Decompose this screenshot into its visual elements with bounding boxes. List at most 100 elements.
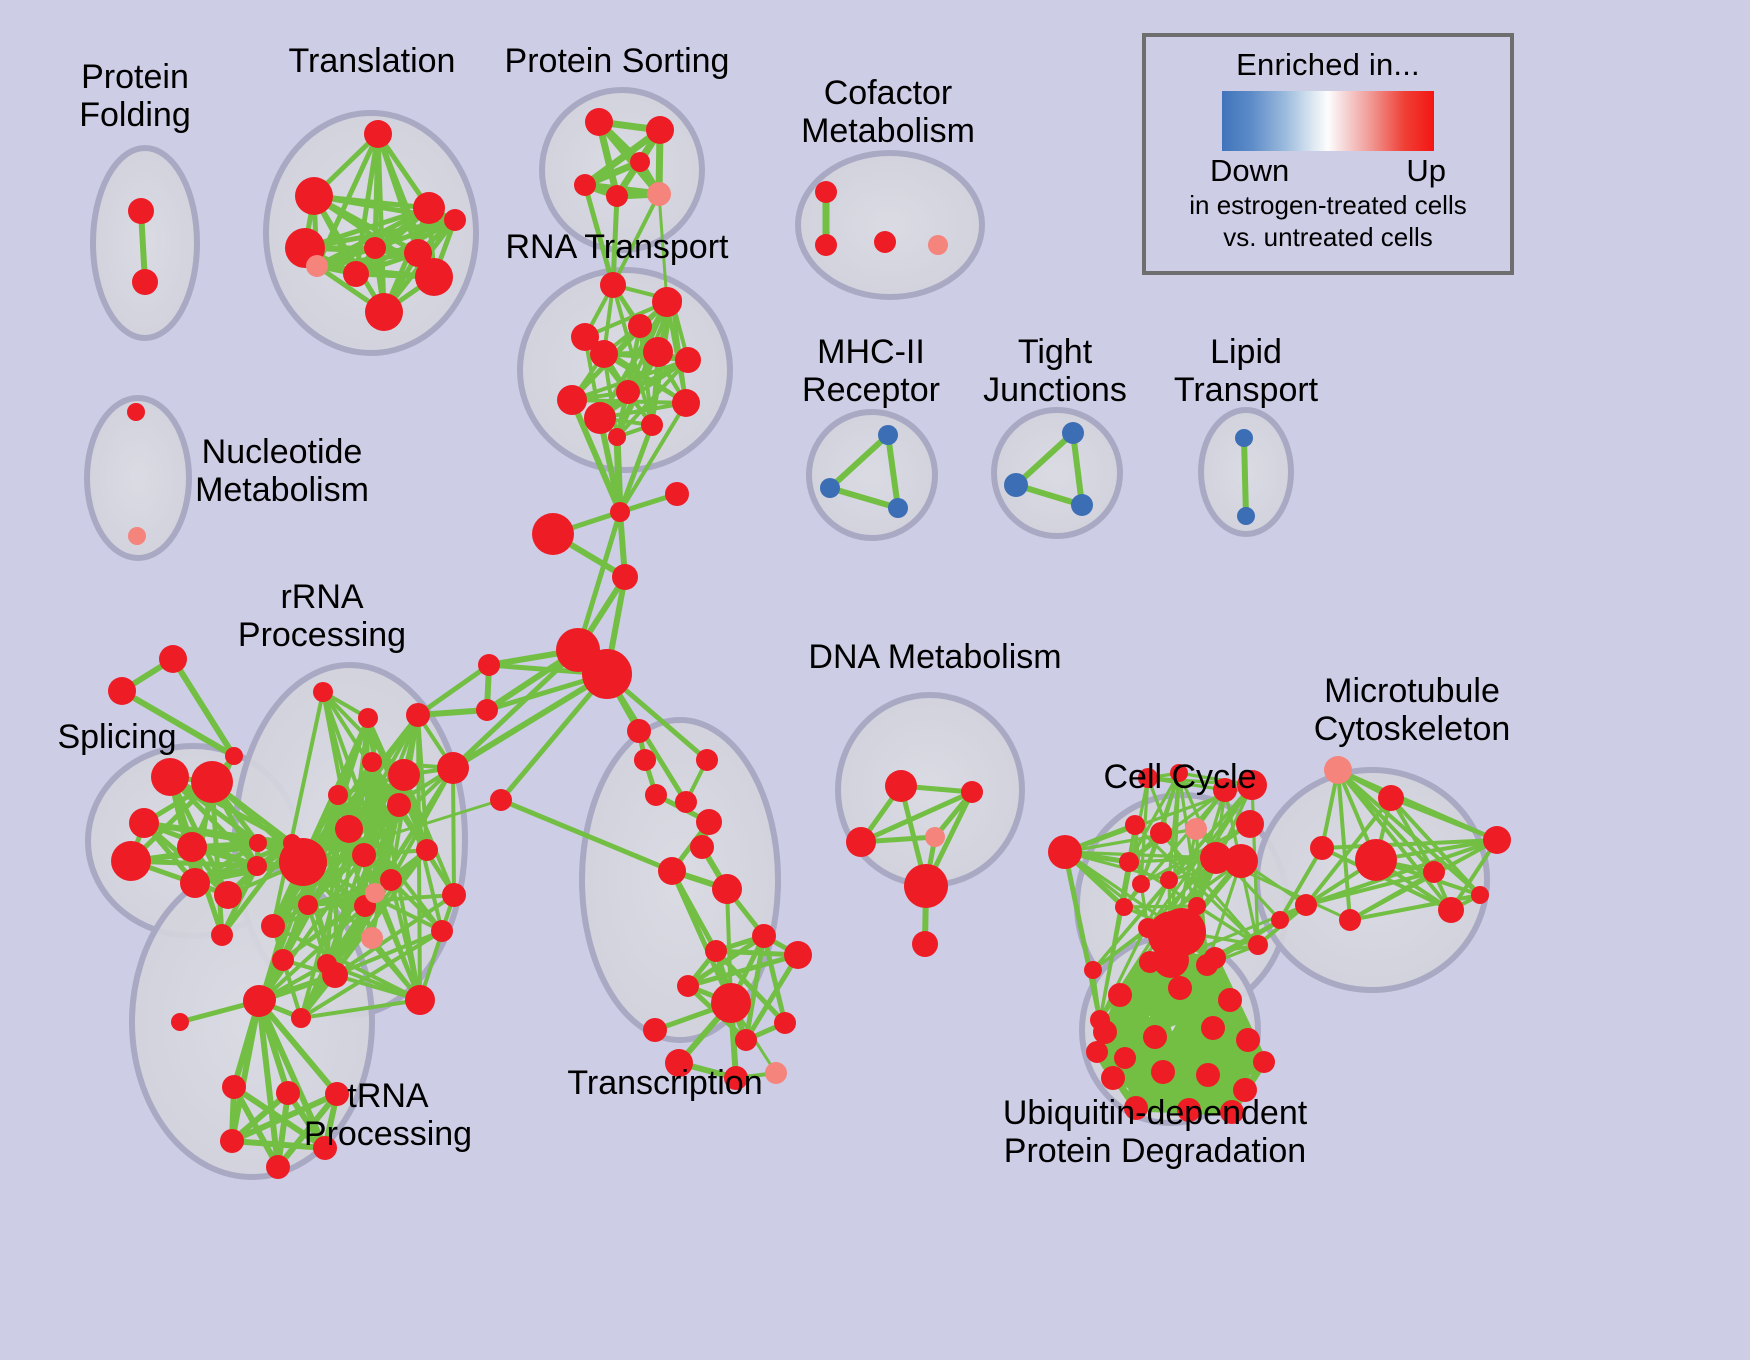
network-node[interactable]	[643, 1018, 667, 1042]
network-node[interactable]	[1237, 507, 1255, 525]
network-node[interactable]	[1160, 871, 1178, 889]
network-node[interactable]	[211, 924, 233, 946]
network-node[interactable]	[180, 868, 210, 898]
network-node[interactable]	[127, 403, 145, 421]
network-node[interactable]	[415, 258, 453, 296]
network-node[interactable]	[291, 1008, 311, 1028]
network-node[interactable]	[646, 116, 674, 144]
network-node[interactable]	[1471, 886, 1489, 904]
network-node[interactable]	[675, 347, 701, 373]
network-node[interactable]	[317, 954, 337, 974]
network-node[interactable]	[600, 272, 626, 298]
network-node[interactable]	[128, 527, 146, 545]
network-node[interactable]	[478, 654, 500, 676]
network-node[interactable]	[442, 883, 466, 907]
network-node[interactable]	[711, 983, 751, 1023]
network-node[interactable]	[225, 747, 243, 765]
network-node[interactable]	[1271, 911, 1289, 929]
network-node[interactable]	[574, 174, 596, 196]
network-node[interactable]	[1124, 1096, 1148, 1120]
network-node[interactable]	[658, 857, 686, 885]
network-node[interactable]	[1236, 1028, 1260, 1052]
network-node[interactable]	[885, 770, 917, 802]
network-node[interactable]	[1438, 897, 1464, 923]
network-node[interactable]	[243, 985, 275, 1017]
network-node[interactable]	[364, 237, 386, 259]
network-node[interactable]	[306, 255, 328, 277]
network-node[interactable]	[1196, 1063, 1220, 1087]
network-node[interactable]	[690, 835, 714, 859]
network-node[interactable]	[1295, 894, 1317, 916]
network-node[interactable]	[1151, 1060, 1175, 1084]
network-node[interactable]	[1355, 839, 1397, 881]
network-node[interactable]	[735, 1029, 757, 1051]
network-node[interactable]	[712, 874, 742, 904]
network-node[interactable]	[1132, 875, 1150, 893]
network-node[interactable]	[1048, 835, 1082, 869]
network-node[interactable]	[705, 940, 727, 962]
network-node[interactable]	[437, 752, 469, 784]
network-node[interactable]	[874, 231, 896, 253]
network-node[interactable]	[1093, 1020, 1117, 1044]
network-node[interactable]	[343, 261, 369, 287]
network-node[interactable]	[313, 682, 333, 702]
network-node[interactable]	[532, 513, 574, 555]
network-node[interactable]	[590, 340, 618, 368]
network-node[interactable]	[662, 290, 682, 310]
network-node[interactable]	[1108, 983, 1132, 1007]
network-node[interactable]	[928, 235, 948, 255]
network-node[interactable]	[643, 337, 673, 367]
network-node[interactable]	[365, 883, 385, 903]
network-node[interactable]	[214, 881, 242, 909]
network-node[interactable]	[582, 649, 632, 699]
network-node[interactable]	[1062, 422, 1084, 444]
network-node[interactable]	[584, 402, 616, 434]
network-node[interactable]	[247, 856, 267, 876]
network-node[interactable]	[1213, 778, 1237, 802]
network-node[interactable]	[1483, 826, 1511, 854]
network-node[interactable]	[1138, 768, 1158, 788]
network-node[interactable]	[630, 152, 650, 172]
network-node[interactable]	[361, 927, 383, 949]
network-node[interactable]	[298, 895, 318, 915]
network-node[interactable]	[765, 1062, 787, 1084]
network-node[interactable]	[820, 478, 840, 498]
network-node[interactable]	[1185, 818, 1207, 840]
network-node[interactable]	[606, 185, 628, 207]
network-node[interactable]	[352, 843, 376, 867]
network-node[interactable]	[696, 749, 718, 771]
network-node[interactable]	[696, 809, 722, 835]
network-node[interactable]	[665, 482, 689, 506]
network-node[interactable]	[1233, 1078, 1257, 1102]
network-node[interactable]	[249, 834, 267, 852]
network-node[interactable]	[628, 314, 652, 338]
network-node[interactable]	[846, 827, 876, 857]
network-node[interactable]	[261, 914, 285, 938]
network-node[interactable]	[677, 975, 699, 997]
network-node[interactable]	[405, 985, 435, 1015]
network-node[interactable]	[266, 1155, 290, 1179]
network-node[interactable]	[387, 793, 411, 817]
network-node[interactable]	[222, 1075, 246, 1099]
network-node[interactable]	[1004, 473, 1028, 497]
network-node[interactable]	[1248, 935, 1268, 955]
network-node[interactable]	[128, 198, 154, 224]
network-node[interactable]	[313, 1136, 337, 1160]
network-node[interactable]	[406, 703, 430, 727]
network-node[interactable]	[279, 838, 327, 886]
network-node[interactable]	[325, 1082, 349, 1106]
network-node[interactable]	[1378, 785, 1404, 811]
network-node[interactable]	[925, 827, 945, 847]
network-node[interactable]	[220, 1129, 244, 1153]
network-node[interactable]	[608, 428, 626, 446]
network-node[interactable]	[335, 815, 363, 843]
network-node[interactable]	[1423, 861, 1445, 883]
network-node[interactable]	[815, 181, 837, 203]
network-node[interactable]	[724, 1066, 748, 1090]
network-node[interactable]	[276, 1081, 300, 1105]
network-node[interactable]	[1170, 764, 1188, 782]
network-node[interactable]	[1324, 756, 1352, 784]
network-node[interactable]	[444, 209, 466, 231]
network-node[interactable]	[645, 784, 667, 806]
network-node[interactable]	[1115, 898, 1133, 916]
